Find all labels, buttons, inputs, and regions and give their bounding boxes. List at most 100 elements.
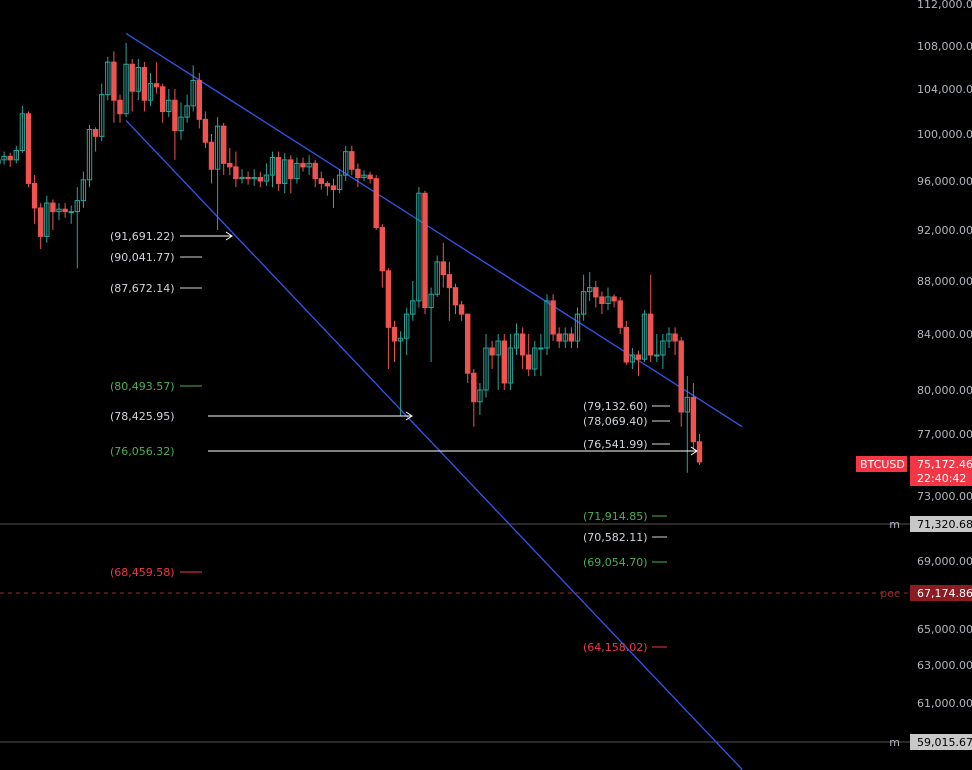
- candle: [349, 145, 355, 176]
- candle-body: [550, 300, 556, 335]
- annotation-label: (71,914.85): [583, 510, 648, 523]
- candle: [617, 296, 623, 334]
- candle: [562, 327, 568, 348]
- candle: [696, 434, 703, 465]
- candle-body: [654, 354, 660, 357]
- arrow-head-icon: [690, 446, 698, 456]
- candle-body: [74, 200, 80, 213]
- y-axis-tick-label: 104,000.00: [917, 83, 972, 96]
- candle-body: [214, 125, 221, 170]
- candle-body: [294, 162, 300, 180]
- price-annotation: (79,132.60): [583, 400, 670, 413]
- candle: [385, 268, 392, 369]
- candle-body: [574, 313, 581, 342]
- m-level-tag: m: [889, 736, 900, 749]
- candle: [593, 281, 599, 308]
- price-axis[interactable]: 112,000.00 108,000.00 104,000.00 100,000.00…: [856, 0, 972, 750]
- candle-body: [580, 291, 587, 315]
- candle-body: [202, 118, 209, 143]
- candle-body: [282, 159, 288, 184]
- lower-trendline[interactable]: [125, 120, 743, 770]
- candle: [92, 127, 99, 152]
- candle-body: [568, 333, 575, 342]
- candle: [184, 94, 190, 123]
- candle-body: [135, 67, 142, 92]
- candle-body: [489, 347, 495, 356]
- candle: [330, 178, 337, 208]
- candle-body: [19, 113, 26, 151]
- candle: [13, 145, 19, 164]
- symbol-tag[interactable]: BTCUSD: [856, 456, 907, 472]
- upper-trendline[interactable]: [125, 32, 743, 428]
- candle-body: [666, 333, 672, 342]
- candle: [31, 175, 38, 224]
- candle: [428, 287, 434, 362]
- candle-body: [593, 287, 599, 298]
- candle: [44, 195, 50, 243]
- candle: [56, 203, 62, 221]
- candle: [410, 281, 416, 321]
- candle-body: [684, 396, 690, 413]
- candle: [672, 327, 678, 355]
- candle-body: [587, 287, 593, 293]
- candle-body: [507, 347, 514, 384]
- candle: [422, 190, 428, 315]
- candle-body: [397, 337, 404, 342]
- annotation-label: (68,459.58): [110, 566, 175, 579]
- candle-body: [160, 86, 166, 112]
- annotation-label: (87,672.14): [110, 282, 175, 295]
- candle: [605, 287, 611, 311]
- candle: [495, 334, 501, 390]
- candle-body: [166, 99, 172, 112]
- candle: [68, 205, 74, 224]
- price-level-lines: m poc m: [0, 518, 910, 749]
- annotation-label: (69,054.70): [583, 556, 648, 569]
- candle: [574, 307, 581, 348]
- price-annotation: (76,541.99): [583, 438, 670, 451]
- candle-body: [99, 94, 105, 137]
- m-price-badge: 71,320.68: [910, 516, 972, 532]
- candle-body: [483, 347, 489, 391]
- candle-body: [641, 313, 648, 360]
- candle-body: [172, 99, 178, 132]
- candle: [208, 134, 215, 184]
- candle-body: [623, 326, 629, 363]
- y-axis-tick-label: 61,000.00: [917, 697, 972, 710]
- candle: [324, 181, 331, 196]
- candle-body: [605, 296, 611, 305]
- candle-body: [538, 347, 544, 350]
- candle-body: [318, 178, 325, 184]
- candle-body: [44, 202, 50, 237]
- candle: [306, 155, 312, 176]
- y-axis-tick-label: 92,000.00: [917, 224, 972, 237]
- candle-body: [385, 270, 392, 328]
- candle-body: [263, 174, 270, 182]
- candle-body: [31, 182, 38, 209]
- candle-body: [611, 296, 617, 302]
- candle: [690, 383, 697, 450]
- candle-body: [239, 176, 245, 180]
- annotation-label: (79,132.60): [583, 400, 648, 413]
- candle: [678, 336, 684, 427]
- price-annotation: (80,493.57): [110, 380, 202, 393]
- candle-body: [336, 174, 343, 191]
- candle: [153, 62, 160, 94]
- candle-body: [25, 113, 32, 184]
- candle: [178, 102, 184, 140]
- y-axis-tick-label: 65,000.00: [917, 623, 972, 636]
- candle: [404, 307, 410, 355]
- candle: [336, 169, 343, 194]
- candle: [501, 334, 508, 390]
- candle: [105, 56, 111, 101]
- candle: [343, 145, 349, 181]
- level-badge-value: 71,320.68: [917, 518, 972, 531]
- arrow-head-icon: [225, 231, 233, 241]
- trendline-channel[interactable]: [125, 32, 743, 770]
- y-axis-tick-label: 73,000.00: [917, 490, 972, 503]
- candle: [556, 327, 562, 348]
- candle-body: [648, 313, 654, 356]
- candle: [507, 334, 514, 390]
- candle-body: [245, 176, 251, 180]
